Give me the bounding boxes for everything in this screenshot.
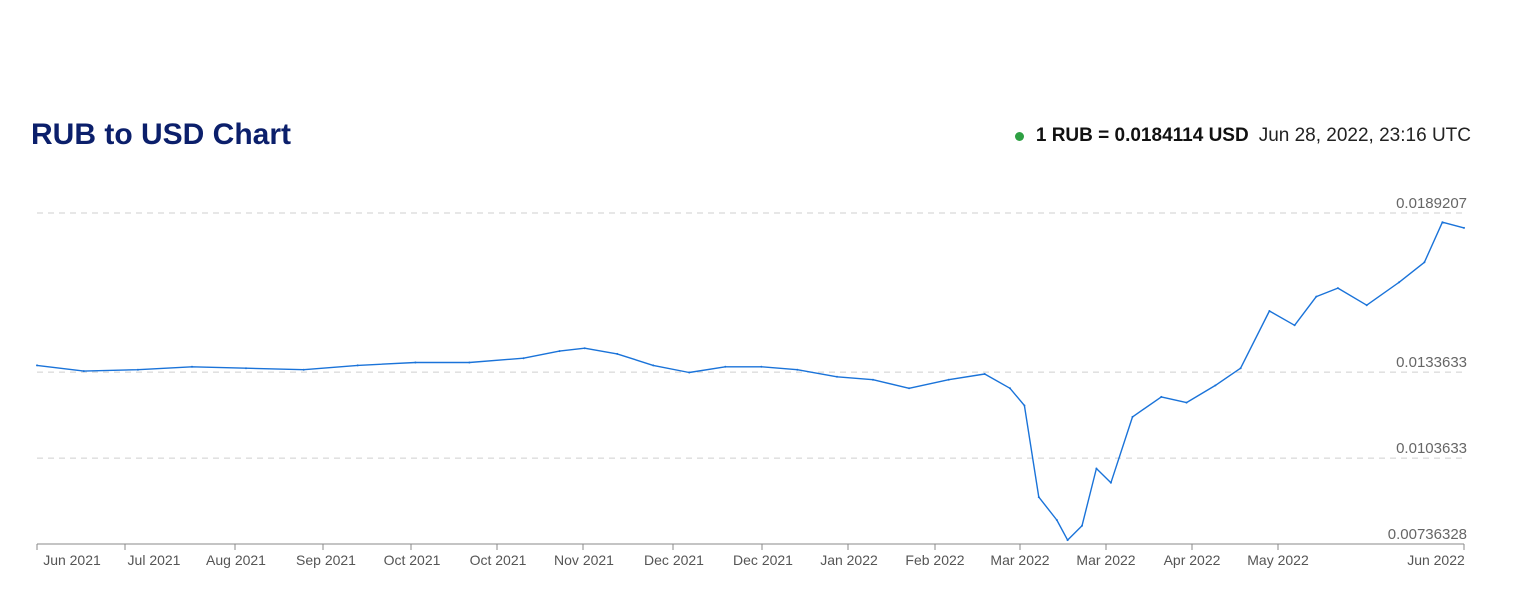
data-point [1463,226,1465,229]
data-point [1214,384,1217,387]
current-rate: 1 RUB = 0.0184114 USD Jun 28, 2022, 23:1… [1014,125,1471,147]
x-tick-label: May 2022 [1247,552,1309,568]
data-point [1365,304,1368,307]
x-tick-label: Aug 2021 [206,552,266,568]
data-point [245,367,247,370]
x-tick-label: Oct 2021 [384,552,441,568]
data-point [836,375,838,378]
data-point [1185,401,1188,404]
data-point [1066,539,1069,542]
data-point [1441,221,1444,224]
data-point [724,365,727,368]
data-point [1160,395,1163,398]
x-tick-label: Feb 2022 [905,552,964,568]
data-point [136,368,139,371]
data-point [1293,324,1296,327]
data-point [356,364,359,367]
data-point [36,364,38,367]
data-point [1023,404,1026,407]
data-point [82,370,85,373]
live-status-dot [1014,131,1024,141]
data-point [688,371,691,374]
x-tick-label: Dec 2021 [733,552,793,568]
x-tick-label: Mar 2022 [990,552,1049,568]
data-point [583,347,586,350]
x-tick-label: Oct 2021 [470,552,527,568]
y-tick-label: 0.0189207 [1396,195,1467,212]
x-tick-label: Jul 2021 [128,552,181,568]
x-tick-label: Jun 2021 [43,552,101,568]
series-rub-usd [36,221,1465,542]
data-point [947,378,950,381]
data-point [872,378,874,381]
x-tick-label: Mar 2022 [1076,552,1135,568]
data-point [1398,281,1401,284]
y-tick-label: 0.0133633 [1396,354,1467,371]
data-point [1268,310,1271,312]
x-tick-label: Nov 2021 [554,552,614,568]
y-axis-labels: 0.0189207 0.0133633 0.0103633 0.00736328 [1388,195,1467,543]
data-point [522,357,525,360]
data-point [908,387,911,390]
data-point [796,368,799,371]
data-point [414,361,417,364]
data-point [760,365,763,368]
data-point [1131,415,1134,418]
data-point [1055,519,1058,521]
data-point [616,352,619,355]
data-point [191,365,193,368]
x-tick-label: Apr 2022 [1164,552,1221,568]
x-tick-label: Jan 2022 [820,552,878,568]
series-line [36,221,1465,541]
data-point [1239,367,1242,370]
data-point [468,361,471,364]
x-tick-label: Sep 2021 [296,552,356,568]
data-point [1109,481,1112,484]
data-point [1037,496,1040,499]
chart-title: RUB to USD Chart [31,118,291,151]
data-point [1009,387,1011,390]
data-point [983,373,986,375]
rate-timestamp: Jun 28, 2022, 23:16 UTC [1258,125,1471,146]
rate-value: 1 RUB = 0.0184114 USD [1035,125,1249,146]
data-point [1081,524,1083,527]
x-axis: Jun 2021 Jul 2021 Aug 2021 Sep 2021 Oct 2021… [36,543,1465,568]
data-point [558,350,561,353]
data-point [302,368,305,371]
data-point [652,364,655,367]
data-point [1423,261,1426,264]
x-tick-label: Dec 2021 [644,552,704,568]
y-tick-label: 0.00736328 [1388,526,1467,543]
x-tick-label: Jun 2022 [1407,552,1465,568]
data-point [1336,287,1339,290]
data-point [1095,467,1098,470]
y-tick-label: 0.0103633 [1396,440,1467,457]
grid-lines [37,212,1464,459]
data-point [1315,295,1318,298]
